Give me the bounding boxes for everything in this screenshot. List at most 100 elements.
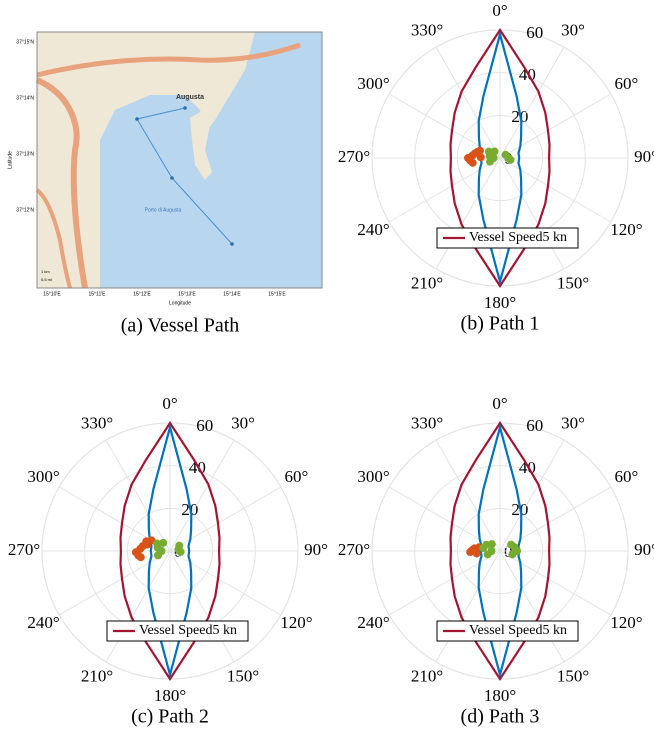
polar-point	[137, 553, 145, 561]
lat-tick-label: 37°12'N	[16, 207, 34, 213]
lat-tick-label: 37°15'N	[16, 39, 34, 45]
lon-tick-label: 15°11'E	[88, 291, 106, 297]
grid-spoke	[500, 487, 611, 551]
polar-point	[177, 548, 185, 556]
grid-spoke	[436, 158, 500, 269]
polar-chart: 02040600°30°60°90°120°150°180°210°240°27…	[338, 394, 654, 728]
theta-tick-label: 60°	[615, 74, 639, 93]
grid-spoke	[389, 551, 500, 615]
theta-tick-label: 180°	[484, 686, 516, 705]
theta-tick-label: 270°	[338, 147, 370, 166]
caption: (c) Path 2	[131, 706, 209, 728]
theta-tick-label: 180°	[484, 293, 516, 312]
polar-point	[507, 156, 515, 164]
theta-tick-label: 210°	[411, 273, 443, 292]
theta-tick-label: 90°	[634, 147, 654, 166]
theta-tick-label: 90°	[304, 540, 328, 559]
r-tick-label: 60	[526, 416, 543, 435]
theta-tick-label: 120°	[280, 613, 312, 632]
theta-tick-label: 330°	[81, 413, 113, 432]
caption: (a) Vessel Path	[121, 315, 240, 337]
lon-tick-label: 15°13'E	[178, 291, 196, 297]
theta-tick-label: 30°	[561, 413, 585, 432]
r-tick-label: 60	[196, 416, 213, 435]
polar-chart: 02040600°30°60°90°120°150°180°210°240°27…	[8, 394, 328, 728]
theta-tick-label: 270°	[8, 540, 40, 559]
grid-spoke	[500, 440, 564, 551]
scale-label: 0.5 mi	[41, 277, 52, 282]
theta-tick-label: 330°	[411, 20, 443, 39]
grid-spoke	[500, 551, 611, 615]
theta-tick-label: 60°	[285, 467, 309, 486]
caption: (b) Path 1	[461, 313, 540, 335]
grid-spoke	[170, 551, 281, 615]
grid-spoke	[500, 47, 564, 158]
polar-point	[490, 154, 498, 162]
scale-label: 1 km	[41, 269, 50, 274]
polar-point	[469, 159, 477, 167]
waypoint	[183, 106, 187, 110]
theta-tick-label: 300°	[357, 74, 389, 93]
lon-tick-label: 15°12'E	[133, 291, 151, 297]
theta-tick-label: 210°	[411, 666, 443, 685]
grid-spoke	[170, 551, 234, 662]
theta-tick-label: 300°	[357, 467, 389, 486]
legend-label: Vessel Speed5 kn	[469, 230, 567, 245]
theta-tick-label: 120°	[610, 613, 642, 632]
waypoint	[230, 242, 234, 246]
theta-tick-label: 0°	[492, 1, 507, 20]
theta-tick-label: 150°	[557, 666, 589, 685]
polar-point	[488, 540, 496, 548]
grid-spoke	[389, 94, 500, 158]
lon-ticks: 15°10'E 15°11'E 15°12'E 15°13'E 15°14'E 15°15…	[43, 291, 286, 297]
r-tick-label: 60	[526, 23, 543, 42]
grid-spoke	[59, 551, 170, 615]
grid-spoke	[500, 158, 611, 222]
theta-tick-label: 210°	[81, 666, 113, 685]
polar-chart: 02040600°30°60°90°120°150°180°210°240°27…	[338, 1, 654, 335]
place-label: Augusta	[176, 94, 204, 101]
polar-point	[477, 153, 485, 161]
theta-tick-label: 300°	[27, 467, 59, 486]
lon-tick-label: 15°14'E	[223, 291, 241, 297]
lon-tick-label: 15°10'E	[43, 291, 61, 297]
theta-tick-label: 330°	[411, 413, 443, 432]
grid-spoke	[106, 551, 170, 662]
theta-tick-label: 0°	[492, 394, 507, 413]
theta-tick-label: 180°	[154, 686, 186, 705]
polar-point	[487, 547, 495, 555]
theta-tick-label: 30°	[231, 413, 255, 432]
grid-spoke	[170, 487, 281, 551]
lon-tick-label: 15°15'E	[268, 291, 286, 297]
legend-label: Vessel Speed5 kn	[139, 623, 237, 638]
map-panel: Augusta Porto di Augusta 1 km 0.5 mi Lon…	[7, 32, 322, 337]
x-axis-label: Longitude	[169, 300, 191, 306]
grid-spoke	[500, 158, 564, 269]
theta-tick-label: 150°	[557, 273, 589, 292]
grid-spoke	[436, 551, 500, 662]
theta-tick-label: 60°	[615, 467, 639, 486]
grid-spoke	[106, 440, 170, 551]
theta-tick-label: 240°	[357, 613, 389, 632]
theta-tick-label: 30°	[561, 20, 585, 39]
theta-tick-label: 0°	[162, 394, 177, 413]
waypoint	[135, 117, 139, 121]
theta-tick-label: 240°	[357, 220, 389, 239]
grid-spoke	[500, 551, 564, 662]
grid-spoke	[170, 440, 234, 551]
place-label: Porto di Augusta	[145, 207, 182, 213]
y-axis-label: Latitude	[7, 151, 13, 169]
lat-tick-label: 37°13'N	[16, 151, 34, 157]
theta-tick-label: 120°	[610, 220, 642, 239]
grid-spoke	[436, 440, 500, 551]
waypoint	[170, 176, 174, 180]
theta-tick-label: 150°	[227, 666, 259, 685]
lat-tick-label: 37°14'N	[16, 95, 34, 101]
lat-ticks: 37°15'N 37°14'N 37°13'N 37°12'N	[16, 39, 34, 213]
polar-point	[159, 539, 167, 547]
theta-tick-label: 240°	[27, 613, 59, 632]
grid-spoke	[500, 94, 611, 158]
grid-spoke	[389, 158, 500, 222]
theta-tick-label: 90°	[634, 540, 654, 559]
polar-point	[154, 551, 162, 559]
